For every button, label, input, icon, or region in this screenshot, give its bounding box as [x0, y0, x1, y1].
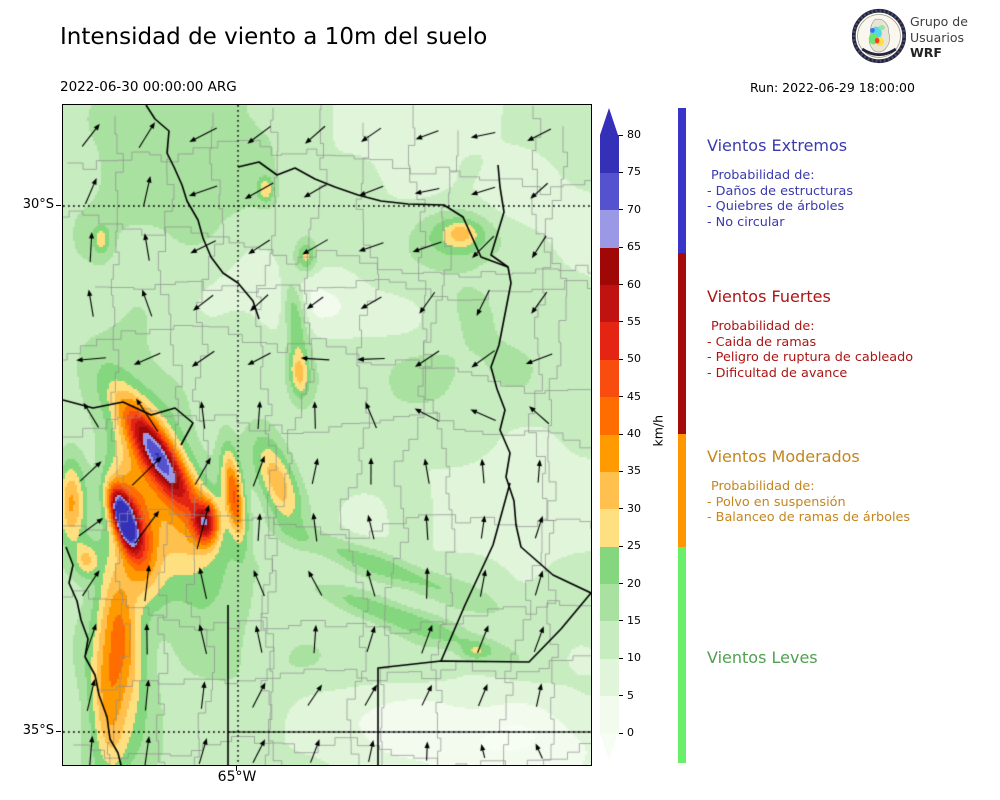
colorbar-segment: [600, 135, 619, 173]
colorbar-under-arrow: [600, 733, 618, 760]
colorbar-tick-mark: [619, 433, 623, 435]
lat-tick-mark-30s: [56, 205, 61, 206]
colorbar-tick-mark: [619, 134, 623, 136]
colorbar-tick-mark: [619, 209, 623, 211]
legend-section-leves: Vientos Leves: [707, 648, 992, 680]
colorbar-tick-mark: [619, 545, 623, 547]
colorbar-segment: [600, 359, 619, 398]
legend-title: Vientos Extremos: [707, 136, 848, 155]
legend-strip-segment: [678, 108, 686, 253]
legend-strip-segment: [678, 547, 686, 763]
lat-tick-30s: 30°S: [22, 197, 54, 212]
legend-section-extremos: Vientos Extremos Probabilidad de: - Daño…: [707, 136, 992, 230]
lon-tick-mark-65w: [236, 766, 237, 771]
colorbar-tick-label: 50: [627, 352, 641, 366]
wind-map-frame: [62, 104, 592, 766]
colorbar-segment: [600, 583, 619, 622]
legend-strip-segment: [678, 253, 686, 434]
legend-title: Vientos Leves: [707, 648, 818, 667]
legend-section-moderados: Vientos Moderados Probabilidad de: - Pol…: [707, 447, 992, 526]
colorbar-tick-mark: [619, 171, 623, 173]
colorbar-tick-label: 55: [627, 314, 641, 328]
colorbar-tick-label: 60: [627, 277, 641, 291]
colorbar-tick-label: 35: [627, 464, 641, 478]
legend-title: Vientos Moderados: [707, 447, 860, 466]
colorbar-tick-mark: [619, 508, 623, 510]
colorbar-tick-mark: [619, 246, 623, 248]
legend-title: Vientos Fuertes: [707, 287, 831, 306]
colorbar-tick-mark: [619, 620, 623, 622]
legend-section-fuertes: Vientos Fuertes Probabilidad de: - Caida…: [707, 287, 992, 381]
legend-category-strip: [678, 108, 686, 763]
legend-intro: Probabilidad de:: [711, 319, 815, 334]
colorbar-tick-label: 10: [627, 651, 641, 665]
colorbar-tick-label: 40: [627, 427, 641, 440]
colorbar-segment: [600, 396, 619, 435]
colorbar-segment: [600, 247, 619, 285]
legend-item: - Polvo en suspensión: [707, 494, 846, 510]
colorbar-tick-label: 70: [627, 202, 641, 216]
wrf-users-group-logo-icon: [851, 8, 907, 64]
colorbar-tick-label: 20: [627, 576, 641, 590]
colorbar-tick-label: 65: [627, 240, 641, 254]
legend-intro: Probabilidad de:: [711, 479, 815, 494]
logo-line-1: Grupo de: [910, 14, 968, 29]
colorbar-segment: [600, 434, 619, 472]
colorbar-segment: [600, 546, 619, 584]
colorbar-tick-label: 25: [627, 539, 641, 553]
page-title: Intensidad de viento a 10m del suelo: [60, 24, 488, 50]
colorbar-segment: [600, 695, 619, 734]
model-run-label: Run: 2022-06-29 18:00:00: [750, 80, 915, 95]
colorbar-tick-label: 80: [627, 128, 641, 141]
legend-item: - Daños de estructuras: [707, 183, 853, 199]
colorbar-tick-mark: [619, 358, 623, 360]
lat-tick-35s: 35°S: [22, 723, 54, 738]
colorbar-tick-label: 75: [627, 165, 641, 179]
legend-strip-segment: [678, 434, 686, 547]
legend-item: - Balanceo de ramas de árboles: [707, 510, 911, 526]
colorbar-unit-label: km/h: [650, 414, 666, 447]
colorbar-tick-label: 5: [627, 688, 634, 702]
colorbar-tick-mark: [619, 583, 623, 584]
colorbar-segment: [600, 172, 619, 211]
colorbar-tick-mark: [619, 695, 623, 697]
colorbar-segment: [600, 658, 619, 697]
legend-item: - Caida de ramas: [707, 334, 817, 350]
colorbar-segment: [600, 284, 619, 323]
legend-item: - Quiebres de árboles: [707, 199, 845, 215]
logo-line-2: Usuarios: [910, 29, 965, 45]
logo-text: Grupo de Usuarios WRF: [910, 14, 968, 61]
colorbar-segment: [600, 620, 619, 659]
wind-intensity-map: [63, 105, 591, 765]
colorbar-tick-mark: [619, 657, 623, 659]
colorbar-segment: [600, 209, 619, 248]
colorbar-over-arrow: [600, 108, 618, 135]
colorbar-tick-label: 30: [627, 501, 641, 515]
colorbar-tick-mark: [619, 470, 623, 472]
colorbar-tick-label: 15: [627, 613, 641, 627]
legend-item: - Peligro de ruptura de cableado: [707, 350, 914, 366]
colorbar-tick-mark: [619, 396, 623, 398]
lat-tick-mark-35s: [56, 731, 61, 732]
wind-speed-colorbar: km/h 0 5 10 15 20 25 30 35 40 45 50 55 60 65 70 75 80: [600, 104, 695, 784]
colorbar-segment: [600, 321, 619, 360]
colorbar-segment: [600, 508, 619, 547]
lon-tick-65w: 65°W: [217, 769, 257, 785]
legend-intro: Probabilidad de:: [711, 168, 815, 183]
legend-item: - Dificultad de avance: [707, 365, 848, 381]
colorbar-tick-mark: [619, 284, 623, 285]
legend-item: - No circular: [707, 214, 785, 230]
logo-line-3: WRF: [910, 45, 942, 61]
colorbar-tick-label: 45: [627, 389, 641, 403]
valid-time-label: 2022-06-30 00:00:00 ARG: [60, 79, 237, 95]
colorbar-tick-mark: [619, 321, 623, 323]
colorbar-tick-label: 0: [627, 726, 634, 739]
colorbar-segment: [600, 471, 619, 510]
colorbar-tick-mark: [619, 732, 623, 734]
